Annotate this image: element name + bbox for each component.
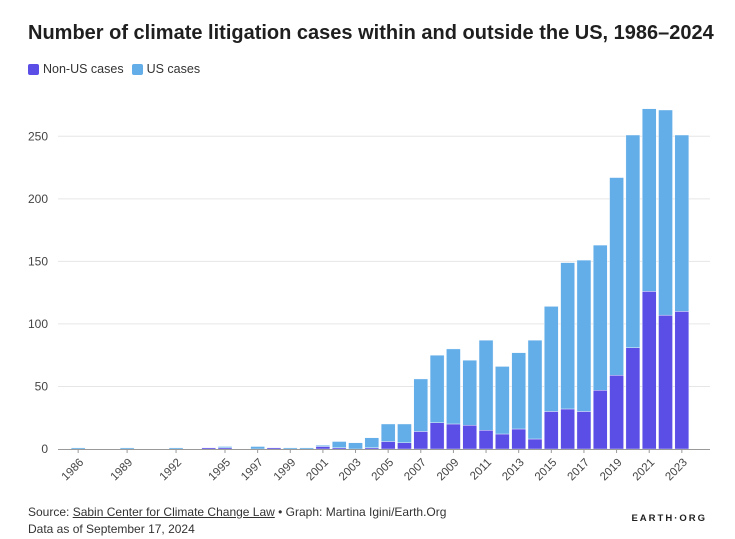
bar-us-1999: [283, 447, 298, 450]
bar-us-2021: [641, 108, 657, 292]
bar-non-us-2014: [527, 438, 543, 450]
x-tick-label-2009: 2009: [435, 457, 462, 484]
x-tick-label-2023: 2023: [663, 457, 690, 484]
bar-us-2003: [348, 442, 363, 450]
bar-us-2022: [658, 109, 673, 316]
bar-non-us-2020: [625, 347, 641, 450]
legend-swatch-non-us: [28, 63, 39, 75]
x-tick-label-2013: 2013: [500, 457, 527, 484]
footer: Source: Sabin Center for Climate Change …: [28, 504, 446, 538]
y-tick-label-250: 250: [28, 129, 48, 143]
bar-us-2015: [544, 306, 559, 412]
x-tick-label-1997: 1997: [239, 457, 266, 484]
bar-non-us-2007: [413, 431, 429, 450]
bar-us-2009: [446, 348, 461, 425]
bar-us-2002: [331, 441, 347, 448]
legend-label-us: US cases: [146, 62, 201, 76]
bar-non-us-2006: [397, 442, 412, 450]
bar-us-2012: [495, 366, 510, 435]
bar-us-1995: [217, 446, 233, 448]
bar-non-us-2012: [495, 433, 510, 450]
bar-us-2001: [315, 445, 331, 447]
x-tick-label-2015: 2015: [533, 457, 560, 484]
legend-item-us: US cases: [131, 62, 201, 76]
x-tick-label-2019: 2019: [598, 457, 625, 484]
bar-us-2013: [511, 352, 526, 430]
y-tick-label-50: 50: [35, 379, 49, 393]
x-tick-label-1999: 1999: [272, 457, 299, 484]
y-tick-label-150: 150: [28, 254, 48, 268]
graph-credit: • Graph: Martina Igini/Earth.Org: [274, 505, 447, 519]
date-note: Data as of September 17, 2024: [28, 522, 195, 536]
earth-org-logo: EARTH·ORG: [631, 513, 707, 524]
bar-us-2007: [413, 378, 429, 432]
y-tick-label-100: 100: [28, 317, 48, 331]
source-label: Source:: [28, 505, 73, 519]
legend-item-non-us: Non-US cases: [28, 62, 124, 76]
bar-non-us-2021: [641, 291, 657, 450]
bar-us-2008: [429, 354, 445, 423]
bar-non-us-2015: [544, 411, 559, 450]
bar-us-2005: [380, 423, 396, 442]
bar-non-us-2018: [593, 390, 608, 450]
bar-us-1997: [250, 446, 265, 450]
bar-us-1989: [119, 447, 135, 450]
bar-non-us-2011: [478, 430, 494, 450]
bar-us-2016: [560, 262, 575, 410]
x-tick-label-2005: 2005: [370, 457, 397, 484]
bar-us-2000: [299, 447, 314, 450]
bar-us-2020: [625, 134, 641, 348]
bar-us-2010: [462, 359, 477, 426]
x-tick-label-2003: 2003: [337, 457, 364, 484]
legend: Non-US cases US cases: [28, 62, 208, 76]
bar-non-us-2016: [560, 408, 575, 450]
x-tick-label-1986: 1986: [60, 457, 87, 484]
bar-non-us-2005: [380, 441, 396, 450]
bar-us-2011: [478, 339, 494, 431]
x-tick-label-2017: 2017: [565, 457, 592, 484]
bar-non-us-2022: [658, 314, 673, 450]
bar-non-us-2023: [674, 311, 690, 450]
bar-non-us-2001: [315, 446, 331, 450]
bar-non-us-1998: [266, 447, 282, 450]
bar-us-2018: [593, 244, 608, 391]
bar-us-1992: [168, 447, 184, 450]
source-line: Source: Sabin Center for Climate Change …: [28, 504, 446, 521]
bar-non-us-1994: [201, 447, 216, 450]
bar-us-2006: [397, 423, 412, 443]
bar-us-2004: [364, 437, 380, 448]
x-tick-label-1989: 1989: [109, 457, 136, 484]
bar-us-2017: [576, 259, 592, 412]
bar-us-2023: [674, 134, 690, 312]
y-tick-label-0: 0: [41, 442, 48, 456]
x-tick-label-2011: 2011: [468, 457, 494, 483]
source-link[interactable]: Sabin Center for Climate Change Law: [72, 505, 275, 519]
y-tick-label-200: 200: [28, 192, 48, 206]
bar-non-us-2008: [429, 422, 445, 450]
bar-non-us-2017: [576, 411, 592, 450]
bar-non-us-2010: [462, 425, 477, 450]
chart-title: Number of climate litigation cases withi…: [28, 22, 714, 44]
x-tick-label-1995: 1995: [207, 457, 234, 484]
bar-us-2014: [527, 339, 543, 440]
x-tick-label-2001: 2001: [304, 457, 331, 484]
x-tick-label-2021: 2021: [631, 457, 658, 484]
bar-non-us-2019: [609, 374, 624, 450]
legend-label-non-us: Non-US cases: [43, 62, 124, 76]
x-tick-label-2007: 2007: [402, 457, 429, 484]
bar-non-us-2009: [446, 423, 461, 450]
bar-non-us-2013: [511, 428, 526, 450]
bar-us-2019: [609, 177, 624, 376]
bar-us-1986: [70, 447, 86, 450]
legend-swatch-us: [131, 63, 143, 75]
x-tick-label-1992: 1992: [158, 457, 185, 484]
